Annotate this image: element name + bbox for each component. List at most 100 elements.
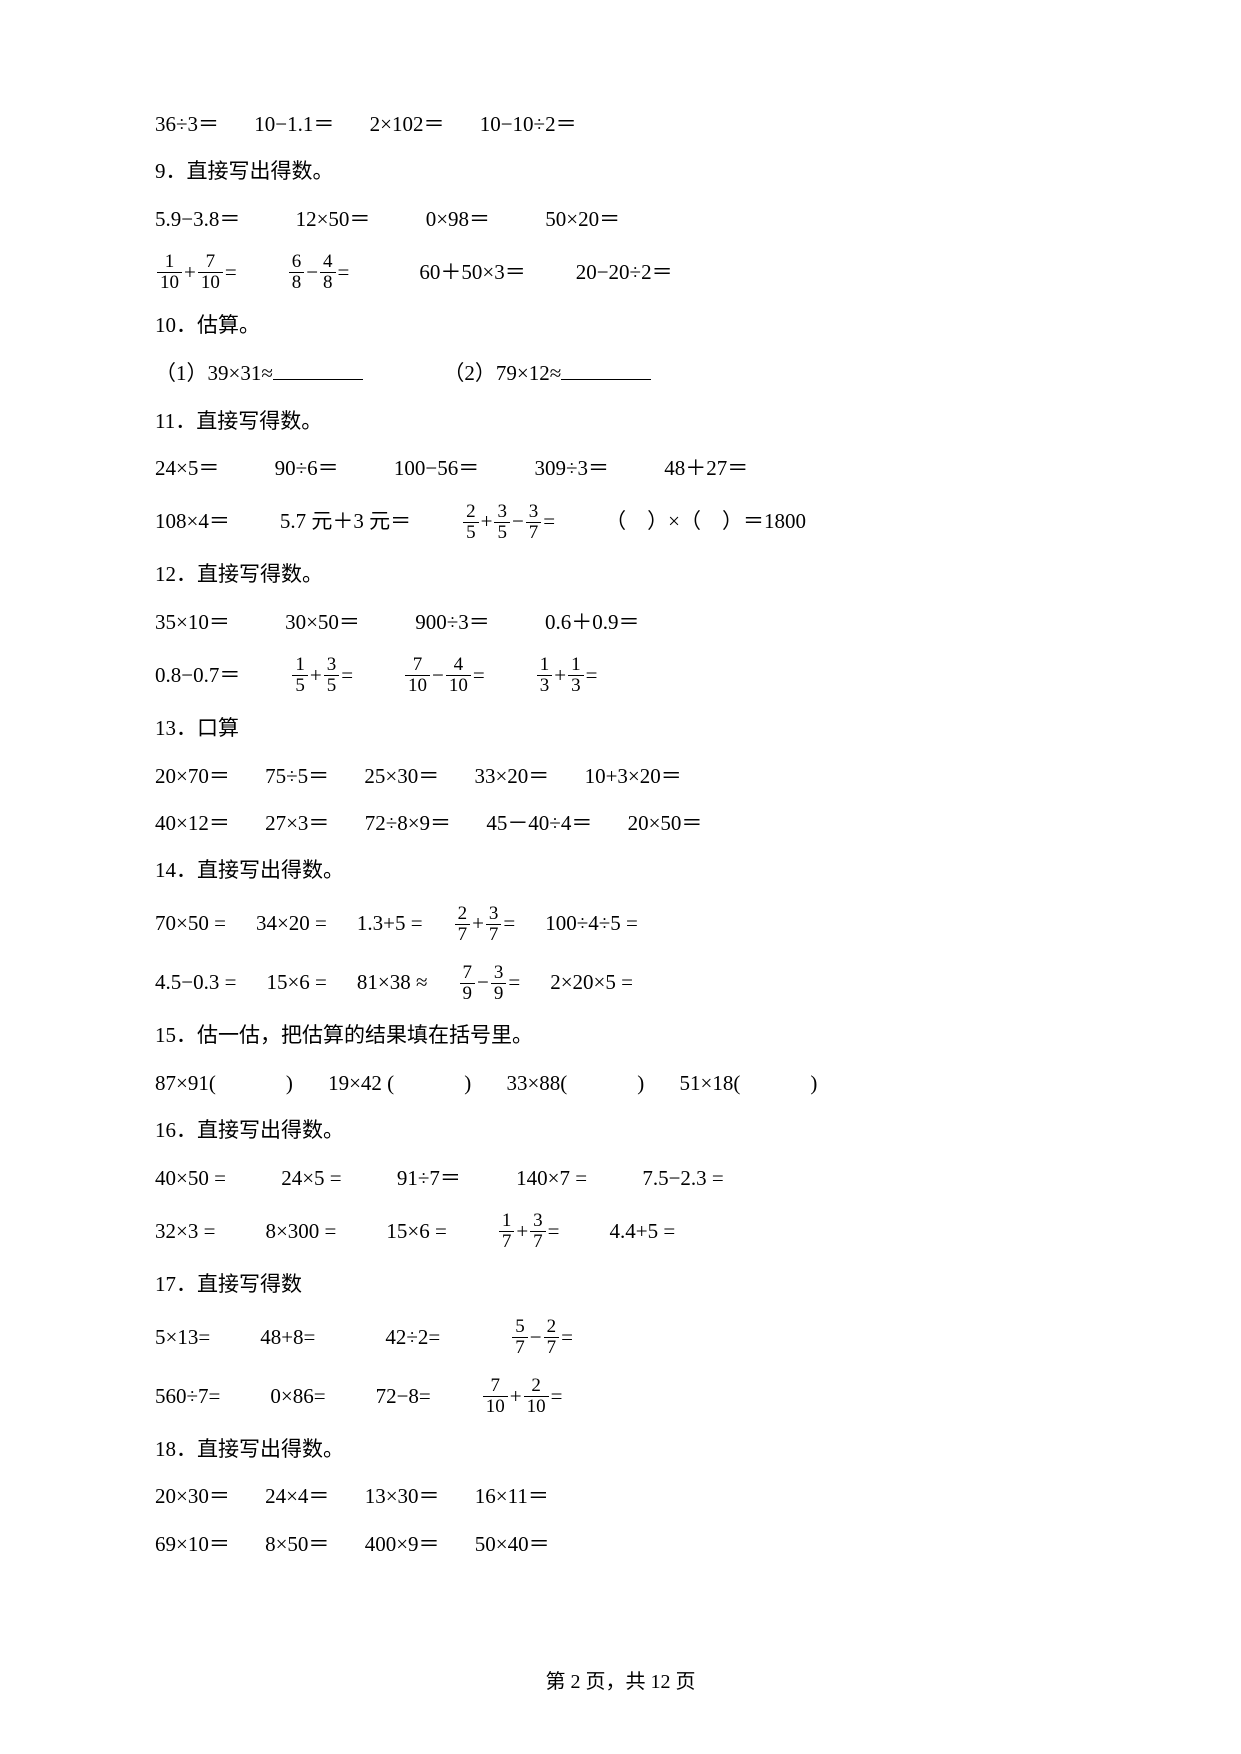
expr: 36÷3＝ [155, 112, 219, 136]
op: = [503, 909, 515, 938]
expr: 42÷2= [385, 1323, 440, 1352]
expr: 91÷7＝ [397, 1166, 461, 1190]
blank-underline [273, 358, 363, 380]
footer-current: 2 [571, 1671, 581, 1693]
expr: 70×50 = [155, 909, 226, 938]
question-15-title: 15．估一估，把估算的结果填在括号里。 [155, 1021, 1086, 1050]
expr: 51×18( [680, 1071, 741, 1095]
expr: （2）79×12≈ [443, 361, 561, 385]
fraction: 25 [463, 502, 479, 543]
expr: 33×88( [506, 1071, 567, 1095]
paren: ) [286, 1071, 293, 1095]
expr: 72−8= [376, 1382, 431, 1411]
footer-text: 页，共 [581, 1671, 651, 1693]
fraction: 35 [494, 502, 510, 543]
fraction: 37 [526, 502, 542, 543]
expr: 90÷6＝ [275, 456, 339, 480]
expr: 35×10＝ [155, 610, 230, 634]
expr: 20×30＝ [155, 1484, 230, 1508]
fraction: 410 [446, 655, 471, 696]
question-9-title: 9．直接写出得数。 [155, 157, 1086, 186]
expr: （ ）×（ ）＝1800 [605, 507, 806, 536]
expr: 87×91( [155, 1071, 216, 1095]
expr: 19×42 ( [328, 1071, 394, 1095]
op: = [225, 258, 237, 287]
expr: 15×6 = [266, 968, 326, 997]
question-13-title: 13．口算 [155, 714, 1086, 743]
expr: 24×5 = [281, 1166, 341, 1190]
fraction: 48 [320, 252, 336, 293]
question-14-row-b: 4.5−0.3 = 15×6 = 81×38 ≈ 79 − 39 = 2×20×… [155, 963, 1086, 1004]
op: = [508, 968, 520, 997]
op: = [551, 1382, 563, 1411]
expr: 309÷3＝ [534, 456, 609, 480]
op: + [472, 909, 484, 938]
expr: 0×86= [270, 1382, 325, 1411]
question-18-row-b: 69×10＝ 8×50＝ 400×9＝ 50×40＝ [155, 1530, 1086, 1559]
fraction: 13 [568, 655, 584, 696]
expr: 10+3×20＝ [585, 764, 682, 788]
question-16-row-b: 32×3 = 8×300 = 15×6 = 17 + 37 = 4.4+5 = [155, 1211, 1086, 1252]
expr: 1.3+5 = [357, 909, 423, 938]
op: + [481, 507, 493, 536]
op: + [554, 661, 566, 690]
expr: 45－40÷4＝ [486, 811, 592, 835]
fraction: 37 [486, 904, 502, 945]
blank-underline [561, 358, 651, 380]
question-11-row-b: 108×4＝ 5.7 元＋3 元＝ 25 + 35 − 37 = （ ）×（ ）… [155, 502, 1086, 543]
question-13-row-b: 40×12＝ 27×3＝ 72÷8×9＝ 45－40÷4＝ 20×50＝ [155, 809, 1086, 838]
op: − [512, 507, 524, 536]
expr: 100−56＝ [394, 456, 479, 480]
question-12-row-a: 35×10＝ 30×50＝ 900÷3＝ 0.6＋0.9＝ [155, 608, 1086, 637]
fraction: 27 [544, 1317, 560, 1358]
expr: 24×5＝ [155, 456, 219, 480]
expr: 10−10÷2＝ [480, 112, 577, 136]
footer-text: 第 [546, 1671, 571, 1693]
op: = [543, 507, 555, 536]
expr: 5.9−3.8＝ [155, 207, 240, 231]
expr: 12×50＝ [296, 207, 371, 231]
op: + [510, 1382, 522, 1411]
expr: 32×3 = [155, 1217, 215, 1246]
expr: 72÷8×9＝ [365, 811, 451, 835]
expr: 30×50＝ [285, 610, 360, 634]
page-footer: 第 2 页，共 12 页 [0, 1665, 1241, 1694]
question-13-row-a: 20×70＝ 75÷5＝ 25×30＝ 33×20＝ 10+3×20＝ [155, 762, 1086, 791]
question-17-title: 17．直接写得数 [155, 1270, 1086, 1299]
op: = [548, 1217, 560, 1246]
expr: 140×7 = [516, 1166, 587, 1190]
op: − [306, 258, 318, 287]
op: = [473, 661, 485, 690]
question-10-row: （1）39×31≈ （2）79×12≈ [155, 358, 1086, 388]
question-14-title: 14．直接写出得数。 [155, 856, 1086, 885]
op: + [310, 661, 322, 690]
expr: 40×12＝ [155, 811, 230, 835]
footer-text: 页 [671, 1671, 696, 1693]
expr: 15×6 = [386, 1217, 446, 1246]
expr: 2×102＝ [370, 112, 445, 136]
op: − [477, 968, 489, 997]
expr: 108×4＝ [155, 507, 230, 536]
question-9-row-b: 110 + 710 = 68 − 48 = 60＋50×3＝ 20−20÷2＝ [155, 252, 1086, 293]
expr: 27×3＝ [265, 811, 329, 835]
expr: 900÷3＝ [415, 610, 490, 634]
fraction: 79 [460, 963, 476, 1004]
fraction: 17 [499, 1211, 515, 1252]
expr: 4.4+5 = [610, 1217, 676, 1246]
expr: 5.7 元＋3 元＝ [280, 507, 411, 536]
fraction: 37 [530, 1211, 546, 1252]
footer-total: 12 [651, 1671, 671, 1693]
fraction: 710 [405, 655, 430, 696]
question-16-title: 16．直接写出得数。 [155, 1116, 1086, 1145]
fraction: 57 [512, 1317, 528, 1358]
expr: 34×20 = [256, 909, 327, 938]
expr: 25×30＝ [364, 764, 439, 788]
question-17-row-a: 5×13= 48+8= 42÷2= 57 − 27 = [155, 1317, 1086, 1358]
question-11-title: 11．直接写得数。 [155, 407, 1086, 436]
expr: 4.5−0.3 = [155, 968, 236, 997]
expr: 5×13= [155, 1323, 210, 1352]
expr: 0.8−0.7＝ [155, 661, 240, 690]
expr: 24×4＝ [265, 1484, 329, 1508]
paren: ) [464, 1071, 471, 1095]
expr: 33×20＝ [474, 764, 549, 788]
